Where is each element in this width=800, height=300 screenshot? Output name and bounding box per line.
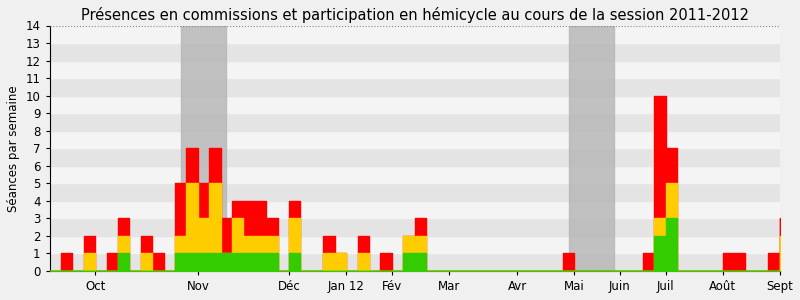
Bar [50, 183, 780, 201]
Bar [50, 166, 780, 183]
Bar [50, 113, 780, 131]
Bar [50, 131, 780, 148]
Bar [50, 148, 780, 166]
Bar [50, 26, 780, 43]
Bar [569, 26, 614, 271]
Bar [50, 236, 780, 254]
Bar [181, 26, 226, 271]
Bar [50, 78, 780, 96]
Bar [50, 201, 780, 218]
Y-axis label: Séances par semaine: Séances par semaine [7, 85, 20, 212]
Bar [50, 96, 780, 113]
Bar [50, 254, 780, 271]
Title: Présences en commissions et participation en hémicycle au cours de la session 20: Présences en commissions et participatio… [81, 7, 749, 23]
Bar [50, 43, 780, 61]
Bar [50, 61, 780, 78]
Bar [50, 218, 780, 236]
